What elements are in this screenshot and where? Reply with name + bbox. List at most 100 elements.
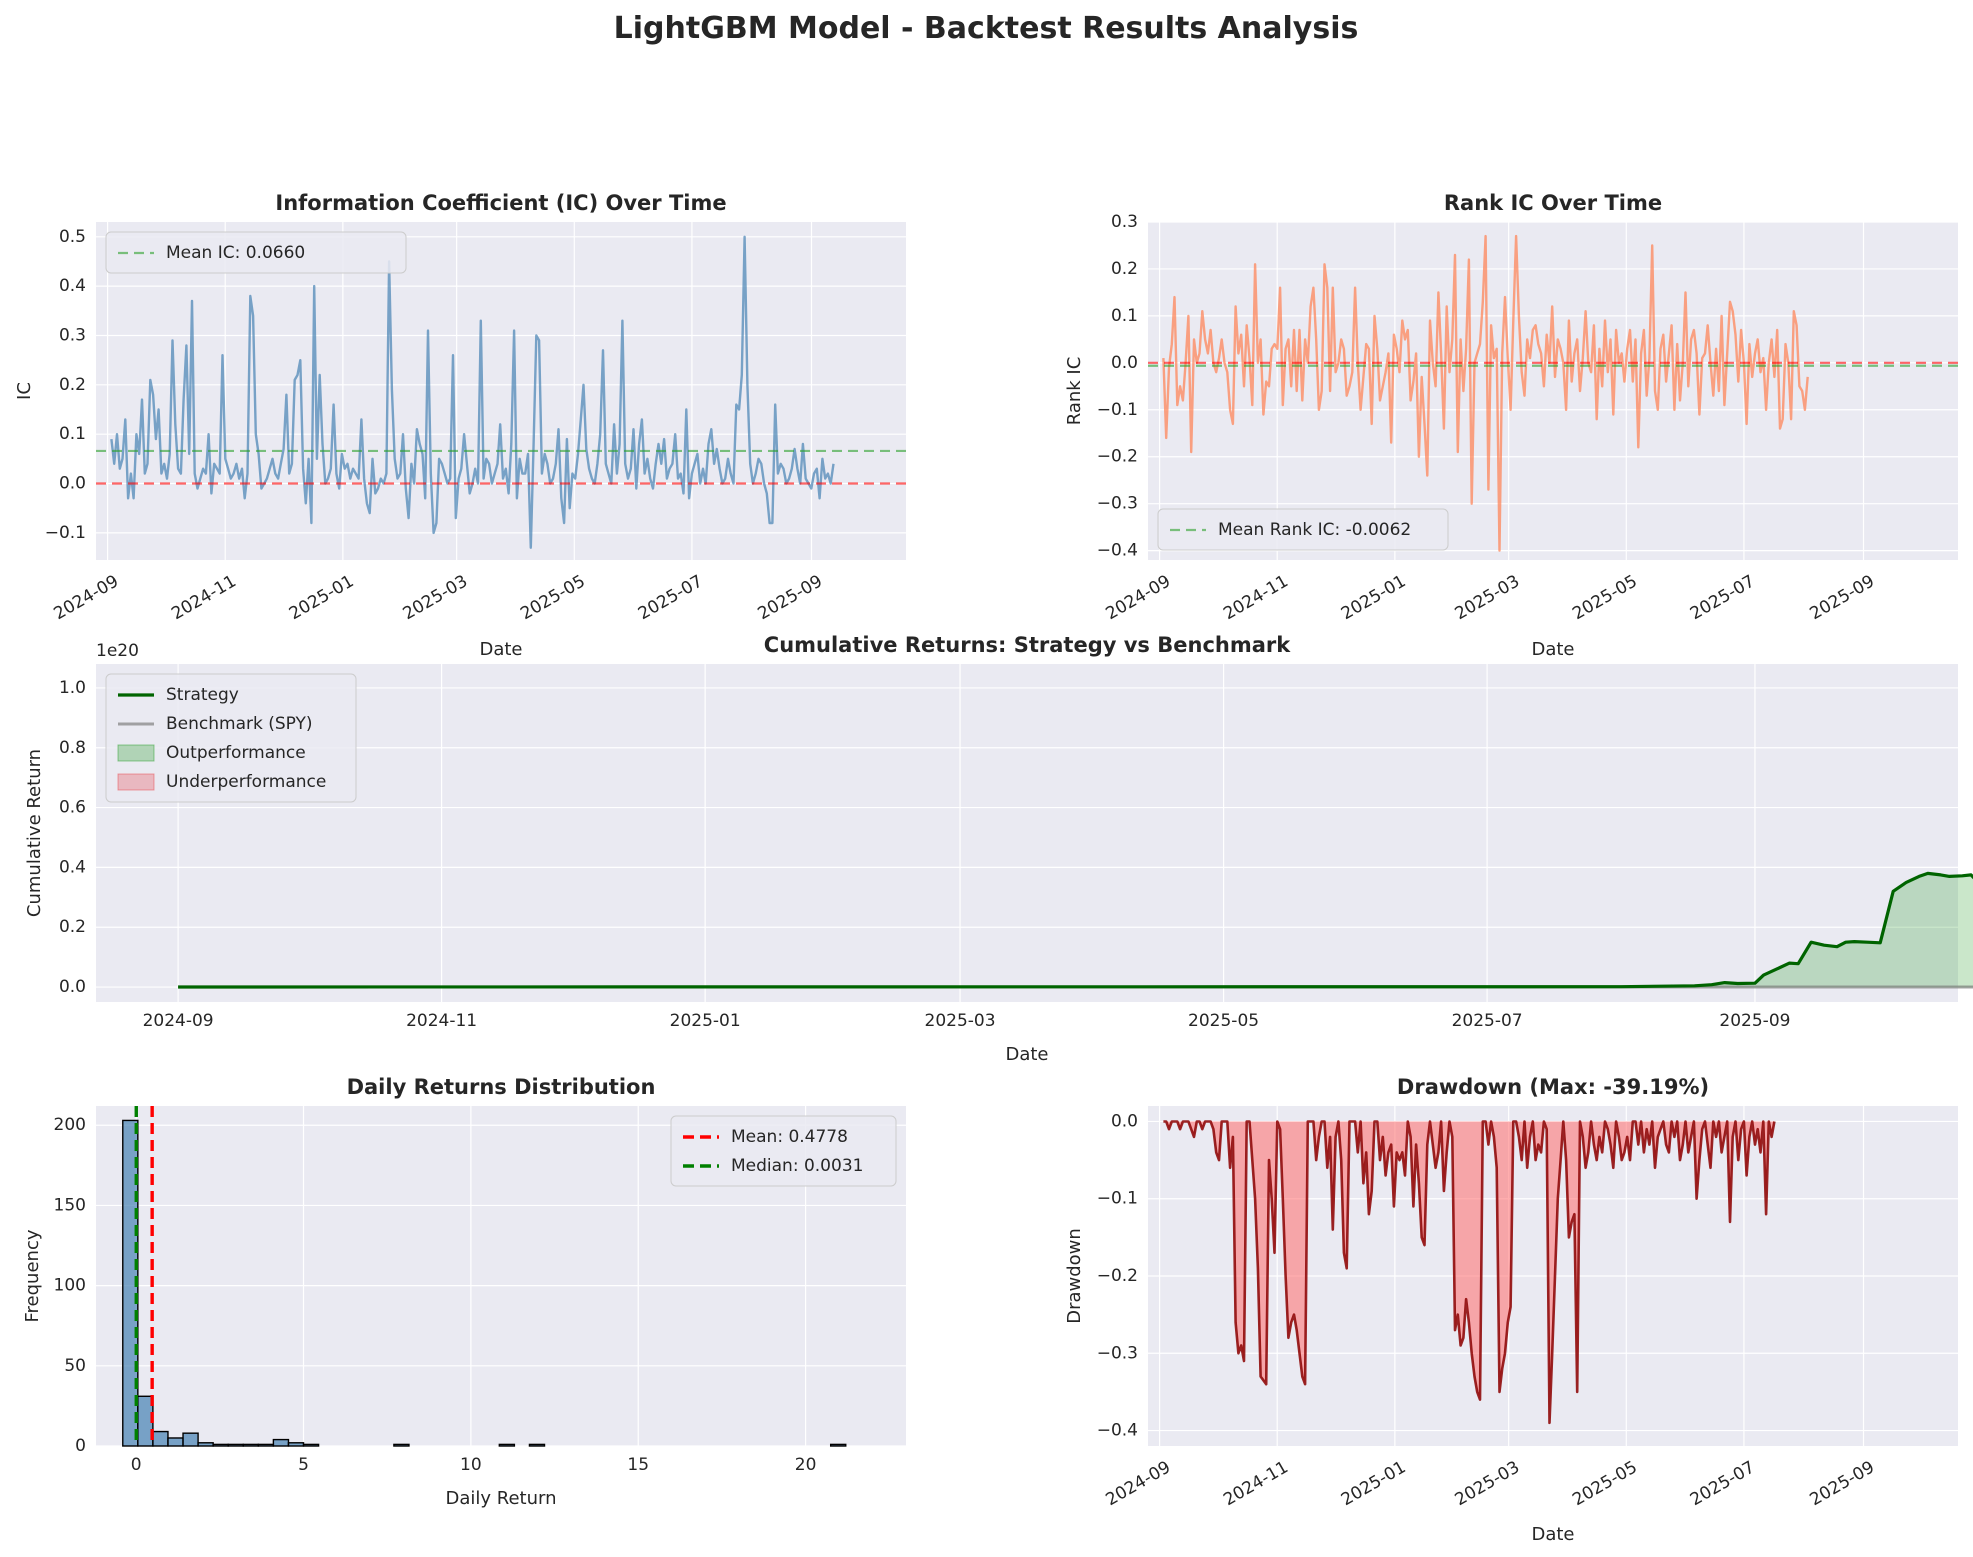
cumulative-y-tick-label: 1.0 (59, 678, 86, 698)
cumulative-returns-panel: Cumulative Returns: Strategy vs Benchmar… (24, 633, 1973, 1065)
drawdown-line (1163, 1120, 1776, 1425)
ic-y-axis-label: IC (14, 382, 35, 400)
rank_ic-y-tick-label: −0.2 (1097, 447, 1138, 467)
rank_ic-legend-box (1157, 508, 1449, 551)
drawdown-x-tick-label: 2025-07 (1687, 1457, 1759, 1510)
rank_ic-x-tick-label: 2025-03 (1452, 571, 1524, 624)
cumulative-y-tick-label: 0.0 (59, 977, 86, 997)
cumulative-y-scale-label: 1e20 (96, 641, 139, 661)
ic-legend-label: Mean IC: 0.0660 (166, 243, 305, 263)
hist-x-tick-label: 5 (298, 1455, 309, 1475)
ic-panel-title: Information Coefficient (IC) Over Time (275, 191, 726, 215)
ic-y-tick-label: 0.5 (59, 227, 86, 247)
histogram-bar (197, 1442, 214, 1447)
ic-y-tick-label: −0.1 (45, 523, 86, 543)
cumulative-x-tick-label: 2024-11 (406, 1011, 477, 1031)
drawdown-panel: Drawdown (Max: -39.19%) Date Drawdown −0… (1064, 1075, 1958, 1545)
histogram-bar (242, 1443, 260, 1447)
ic-axes-background (96, 222, 906, 560)
histogram-bar (287, 1442, 305, 1447)
cumulative-legend-label: Outperformance (166, 743, 306, 763)
ic-x-tick-label: 2025-03 (400, 571, 472, 624)
drawdown-x-tick-label: 2024-11 (1220, 1457, 1292, 1510)
histogram-bar (498, 1443, 516, 1447)
ic-y-tick-label: 0.0 (59, 474, 86, 494)
hist-y-tick-label: 50 (64, 1356, 86, 1376)
ic-x-tick-label: 2025-09 (754, 571, 826, 624)
cumulative-legend-label: Strategy (166, 685, 239, 705)
cumulative-x-tick-label: 2025-09 (1719, 1011, 1790, 1031)
cumulative-legend-swatch (117, 773, 155, 791)
rank-ic-panel-title: Rank IC Over Time (1444, 191, 1662, 215)
rank_ic-legend-label: Mean Rank IC: -0.0062 (1218, 520, 1411, 540)
drawdown-y-tick-label: −0.2 (1097, 1266, 1138, 1286)
histogram-bar (212, 1443, 229, 1447)
drawdown-x-tick-label: 2025-09 (1806, 1457, 1878, 1510)
cumulative-legend-label: Underperformance (166, 772, 326, 792)
hist-y-tick-label: 200 (54, 1115, 86, 1135)
drawdown-panel-title: Drawdown (Max: -39.19%) (1397, 1075, 1709, 1099)
returns-histogram-panel: Daily Returns Distribution Daily Return … (22, 1075, 906, 1509)
hist-legend-label: Mean: 0.4778 (731, 1127, 848, 1147)
ic-legend-box (105, 231, 407, 274)
ic-panel: Information Coefficient (IC) Over Time D… (14, 191, 906, 660)
rank_ic-y-tick-label: 0.1 (1111, 306, 1138, 326)
rank_ic-x-tick-label: 2024-09 (1103, 571, 1175, 624)
drawdown-x-tick-label: 2024-09 (1103, 1457, 1175, 1510)
histogram-bar (528, 1443, 546, 1447)
cumulative-y-tick-label: 0.2 (59, 917, 86, 937)
ic-x-tick-label: 2025-07 (635, 571, 707, 624)
histogram-bar (182, 1432, 199, 1447)
hist-x-tick-label: 0 (131, 1455, 142, 1475)
drawdown-y-tick-label: −0.3 (1097, 1343, 1138, 1363)
ic-y-tick-label: 0.1 (59, 424, 86, 444)
rank_ic-y-tick-label: 0.3 (1111, 212, 1138, 232)
rank_ic-x-tick-label: 2025-09 (1806, 571, 1878, 624)
drawdown-x-axis-label: Date (1531, 1524, 1574, 1545)
histogram-bar (393, 1443, 410, 1447)
histogram-bar (257, 1443, 275, 1447)
rank_ic-x-tick-label: 2025-01 (1338, 571, 1410, 624)
histogram-bar (272, 1438, 290, 1447)
histogram-x-axis-label: Daily Return (446, 1488, 557, 1509)
drawdown-x-tick-label: 2025-01 (1338, 1457, 1410, 1510)
drawdown-area (1163, 1121, 1775, 1423)
rank_ic-series-line (1162, 234, 1809, 552)
cumulative-y-tick-label: 0.6 (59, 798, 86, 818)
rank_ic-x-tick-label: 2025-07 (1687, 571, 1759, 624)
ic-y-tick-label: 0.4 (59, 276, 86, 296)
drawdown-y-tick-label: −0.4 (1097, 1421, 1138, 1441)
cumulative-y-axis-label: Cumulative Return (24, 749, 45, 917)
cumulative-x-axis-label: Date (1005, 1044, 1048, 1065)
drawdown-x-tick-label: 2025-05 (1569, 1457, 1641, 1510)
cumulative-axes-background (96, 664, 1958, 1002)
ic-y-tick-label: 0.2 (59, 375, 86, 395)
histogram-bar (302, 1443, 320, 1447)
cumulative-y-tick-label: 0.4 (59, 857, 86, 877)
cumulative-x-tick-label: 2025-07 (1452, 1011, 1523, 1031)
hist-x-tick-label: 10 (460, 1455, 482, 1475)
cumulative-legend-swatch (117, 744, 155, 762)
histogram-bar (167, 1437, 184, 1447)
rank_ic-y-tick-label: −0.4 (1097, 541, 1138, 561)
cumulative-legend-box (105, 673, 357, 803)
cumulative-y-tick-label: 0.8 (59, 738, 86, 758)
rank-ic-y-axis-label: Rank IC (1064, 357, 1085, 426)
hist-y-tick-label: 0 (75, 1436, 86, 1456)
rank_ic-y-tick-label: −0.3 (1097, 494, 1138, 514)
rank-ic-panel: Rank IC Over Time Date Rank IC −0.4 −0.3 −… (1064, 191, 1958, 660)
drawdown-y-tick-label: 0.0 (1111, 1111, 1138, 1131)
histogram-y-axis-label: Frequency (22, 1229, 43, 1322)
drawdown-y-axis-label: Drawdown (1064, 1228, 1085, 1324)
ic-x-axis-label: Date (479, 639, 522, 660)
cumulative-legend-label: Benchmark (SPY) (166, 714, 313, 734)
ic-x-tick-label: 2024-11 (168, 571, 240, 624)
hist-y-tick-label: 100 (54, 1276, 86, 1296)
hist-legend-label: Median: 0.0031 (731, 1156, 863, 1176)
cumulative-x-tick-label: 2024-09 (143, 1011, 214, 1031)
cumulative-panel-title: Cumulative Returns: Strategy vs Benchmar… (764, 633, 1291, 657)
cumulative-x-tick-label: 2025-01 (670, 1011, 741, 1031)
hist-x-tick-label: 15 (627, 1455, 649, 1475)
cumulative-x-tick-label: 2025-05 (1188, 1011, 1259, 1031)
hist-y-tick-label: 150 (54, 1195, 86, 1215)
